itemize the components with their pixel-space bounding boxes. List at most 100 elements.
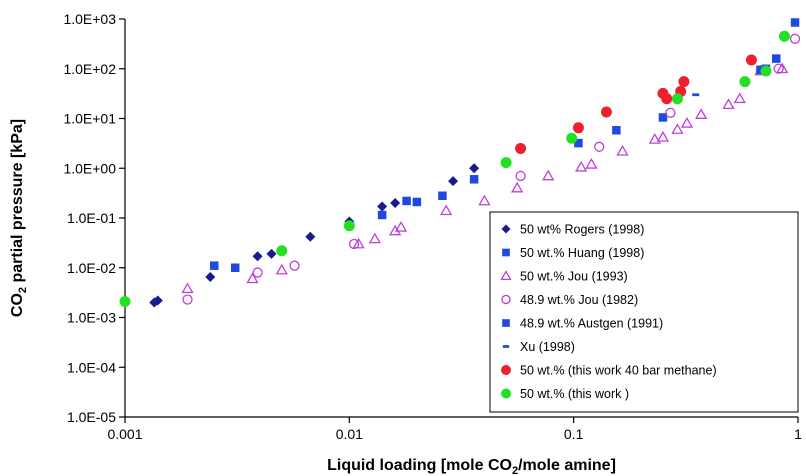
data-point: [469, 163, 480, 174]
data-point: [733, 92, 746, 104]
y-tick-label: 1.0E-02: [67, 260, 116, 276]
data-point: [275, 263, 288, 275]
data-point: [760, 65, 772, 77]
series-5: [692, 37, 788, 97]
data-point: [773, 63, 784, 74]
data-point: [542, 169, 555, 181]
data-point: [648, 133, 661, 144]
data-point: [585, 158, 598, 169]
data-point: [572, 122, 584, 134]
x-axis-title: Liquid loading [mole CO2/mole amine]: [327, 457, 616, 476]
data-point: [671, 93, 683, 105]
series-0: [149, 163, 480, 308]
data-point: [377, 210, 387, 220]
series-2: [181, 62, 789, 294]
legend-entry: 50 wt.% Jou (1993): [520, 270, 628, 284]
data-point: [205, 272, 216, 283]
legend-entry: 50 wt.% (this work ): [520, 387, 629, 401]
data-point: [790, 18, 800, 27]
data-point: [671, 123, 684, 134]
y-tick-label: 1.0E-01: [67, 210, 116, 226]
legend-marker: [502, 319, 510, 327]
data-point: [678, 76, 690, 88]
data-point: [594, 141, 605, 152]
data-point: [661, 93, 673, 105]
legend-marker: [501, 388, 511, 399]
data-point: [739, 76, 751, 88]
series-7: [119, 30, 790, 307]
data-point: [469, 175, 479, 184]
data-point: [230, 263, 240, 272]
data-point: [402, 196, 411, 206]
y-tick-label: 1.0E+03: [63, 11, 116, 27]
data-point: [600, 106, 612, 118]
data-point: [665, 107, 676, 118]
data-point: [574, 138, 583, 148]
data-point: [412, 197, 422, 207]
data-point: [377, 201, 388, 212]
data-point: [276, 245, 288, 257]
data-point: [119, 295, 131, 307]
series-3: [182, 33, 801, 305]
data-point: [500, 157, 512, 169]
data-point: [348, 238, 360, 250]
data-point: [210, 261, 219, 270]
legend-marker: [501, 224, 511, 234]
data-point: [515, 170, 526, 182]
data-point: [789, 33, 801, 44]
data-point: [246, 272, 259, 284]
data-point: [305, 231, 316, 242]
x-tick-label: 1: [794, 426, 802, 442]
legend-entry: 48.9 wt.% Jou (1982): [520, 293, 638, 307]
y-tick-label: 1.0E-03: [67, 310, 116, 326]
y-tick-label: 1.0E-05: [67, 409, 116, 425]
series-6: [515, 54, 757, 154]
data-point: [511, 181, 524, 193]
y-tick-label: 1.0E+02: [63, 61, 116, 77]
data-point: [438, 191, 447, 201]
x-tick-label: 0.001: [107, 426, 142, 442]
legend-marker: [502, 345, 510, 348]
legend-entry: 48.9 wt.% Austgen (1991): [520, 317, 663, 331]
y-axis-title: CO2 partial pressure [kPa]: [9, 119, 29, 317]
data-point: [772, 54, 781, 63]
legend-entry: 50 wt.% Huang (1998): [520, 246, 644, 260]
data-point: [745, 54, 757, 66]
data-point: [352, 237, 365, 249]
data-point: [390, 198, 401, 209]
data-point: [252, 267, 263, 278]
data-point: [389, 224, 402, 236]
legend-entry: 50 wt% Rogers (1998): [520, 223, 644, 237]
legend: 50 wt% Rogers (1998) 50 wt.% Huang (1998)…: [489, 211, 799, 413]
data-point: [612, 126, 621, 135]
data-point: [343, 220, 355, 232]
data-point: [515, 142, 527, 154]
data-point: [616, 144, 629, 156]
data-point: [692, 93, 700, 97]
legend-entry: 50 wt.% (this work 40 bar methane): [520, 364, 717, 378]
data-point: [368, 232, 382, 244]
data-point: [680, 117, 694, 128]
data-point: [394, 220, 408, 232]
data-point: [448, 176, 459, 187]
data-points: [119, 18, 801, 308]
data-point: [266, 248, 277, 259]
data-point: [722, 98, 735, 110]
series-4: [412, 18, 800, 207]
data-point: [575, 160, 588, 172]
data-point: [778, 30, 790, 42]
legend-marker: [501, 365, 511, 375]
data-point: [181, 282, 194, 294]
x-tick-label: 0.01: [336, 426, 363, 442]
legend-marker: [500, 270, 512, 281]
legend-marker: [501, 294, 511, 305]
data-point: [439, 204, 453, 216]
legend-marker: [502, 248, 510, 257]
data-point: [658, 113, 668, 122]
y-tick-label: 1.0E+01: [63, 111, 116, 127]
data-point: [182, 294, 193, 305]
data-point: [656, 130, 670, 142]
y-tick-label: 1.0E-04: [67, 359, 116, 375]
legend-box: [489, 211, 799, 413]
